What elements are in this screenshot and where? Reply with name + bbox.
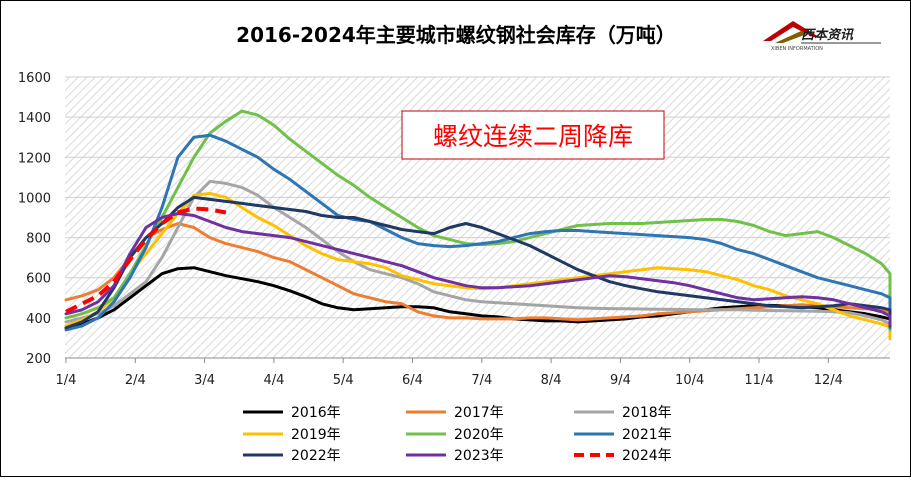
- legend-label: 2023年: [454, 448, 504, 464]
- legend-label: 2024年: [622, 448, 672, 464]
- annotation-text: 螺纹连续二周降库: [433, 122, 633, 151]
- x-tick-label: 3/4: [194, 373, 215, 388]
- logo-name: 西本资讯: [801, 27, 854, 43]
- y-tick-label: 400: [26, 312, 51, 327]
- series-line-2022: [64, 195, 892, 330]
- y-tick-label: 1000: [18, 191, 51, 206]
- legend-label: 2018年: [622, 405, 672, 421]
- y-axis-ticks: 1600 1400 1200 1000 800 600 400 200: [18, 71, 51, 367]
- y-tick-label: 1200: [18, 151, 51, 166]
- series-line-2023: [64, 212, 892, 327]
- y-tick-label: 200: [26, 352, 51, 367]
- x-tick-label: 6/4: [402, 373, 423, 388]
- series-line-2016: [64, 266, 892, 330]
- legend-label: 2016年: [291, 405, 341, 421]
- series-layer: [64, 109, 892, 341]
- legend-label: 2020年: [454, 427, 504, 443]
- annotation: 螺纹连续二周降库: [401, 110, 665, 160]
- x-tick-label: 5/4: [333, 373, 354, 388]
- x-tick-label: 12/4: [814, 373, 843, 388]
- series-line-2018: [64, 179, 892, 338]
- series-line-2024: [65, 206, 227, 314]
- x-axis-ticks: 1/4 2/4 3/4 4/4 5/4 6/4 7/4 8/4 9/4 10/4 11/4 12/4: [56, 358, 843, 388]
- brand-logo: 西本资讯 XIBEN INFORMATION: [763, 21, 881, 52]
- x-tick-label: 8/4: [541, 373, 562, 388]
- x-tick-label: 11/4: [744, 373, 773, 388]
- logo-roof-icon: [763, 21, 819, 41]
- legend-label: 2017年: [454, 405, 504, 421]
- chart-title: 2016-2024年主要城市螺纹钢社会库存（万吨）: [236, 23, 676, 47]
- legend-label: 2019年: [291, 427, 341, 443]
- series-line-2020: [64, 109, 892, 332]
- y-tick-label: 600: [26, 272, 51, 287]
- x-tick-label: 9/4: [610, 373, 631, 388]
- logo-subtitle: XIBEN INFORMATION: [771, 46, 823, 52]
- x-tick-label: 7/4: [471, 373, 492, 388]
- logo-swoosh-icon: [775, 31, 807, 43]
- y-tick-label: 800: [26, 232, 51, 247]
- x-tick-label: 10/4: [675, 373, 704, 388]
- series-line-2021: [64, 133, 892, 332]
- x-tick-label: 4/4: [263, 373, 284, 388]
- y-tick-label: 1400: [18, 111, 51, 126]
- y-tick-label: 1600: [18, 71, 51, 86]
- legend-label: 2021年: [622, 427, 672, 443]
- legend: 2016年 2017年 2018年 2019年 2020年 2021年 2022年 2023年…: [243, 405, 672, 464]
- x-tick-label: 1/4: [56, 373, 77, 388]
- annotation-box: [401, 110, 665, 160]
- x-tick-label: 2/4: [125, 373, 146, 388]
- legend-label: 2022年: [291, 448, 341, 464]
